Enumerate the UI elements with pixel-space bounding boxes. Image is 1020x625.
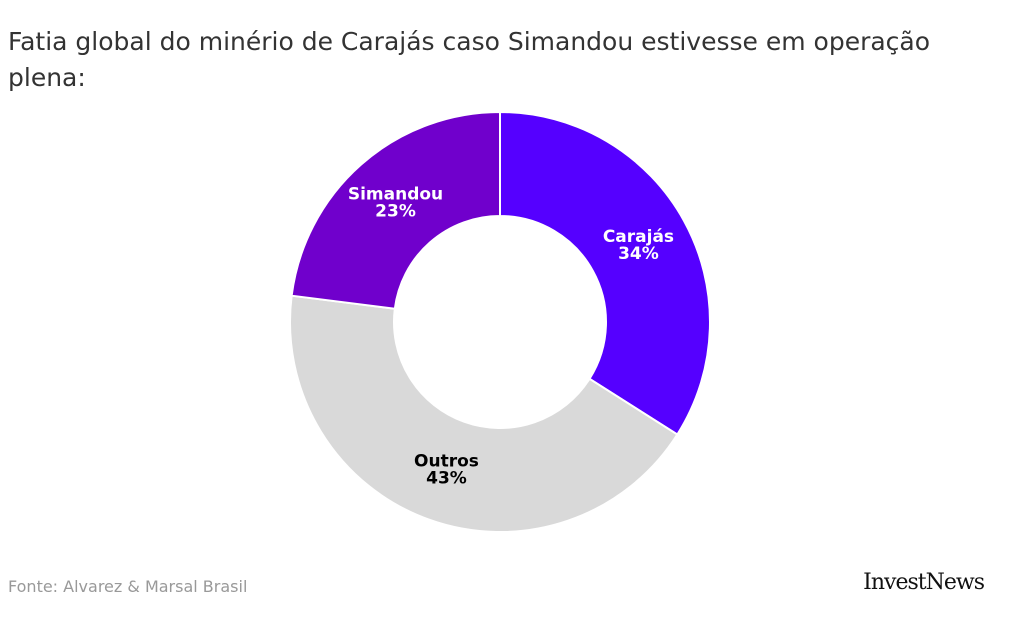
donut-slice-outros <box>289 294 679 533</box>
source-note: Fonte: Alvarez & Marsal Brasil <box>8 577 248 596</box>
slice-label-value: 23% <box>375 201 416 221</box>
slice-label-value: 34% <box>618 244 659 264</box>
slice-label-value: 43% <box>426 469 467 489</box>
donut-slices <box>289 110 711 533</box>
slice-label-name: Outros <box>414 452 479 472</box>
slice-label-name: Simandou <box>348 184 443 204</box>
donut-slice-simandou <box>290 110 501 310</box>
slice-label-name: Carajás <box>603 227 674 247</box>
brand-logo: InvestNews <box>863 570 985 595</box>
chart-title: Fatia global do minério de Carajás caso … <box>8 27 931 92</box>
donut-slice-carajas <box>499 110 711 436</box>
